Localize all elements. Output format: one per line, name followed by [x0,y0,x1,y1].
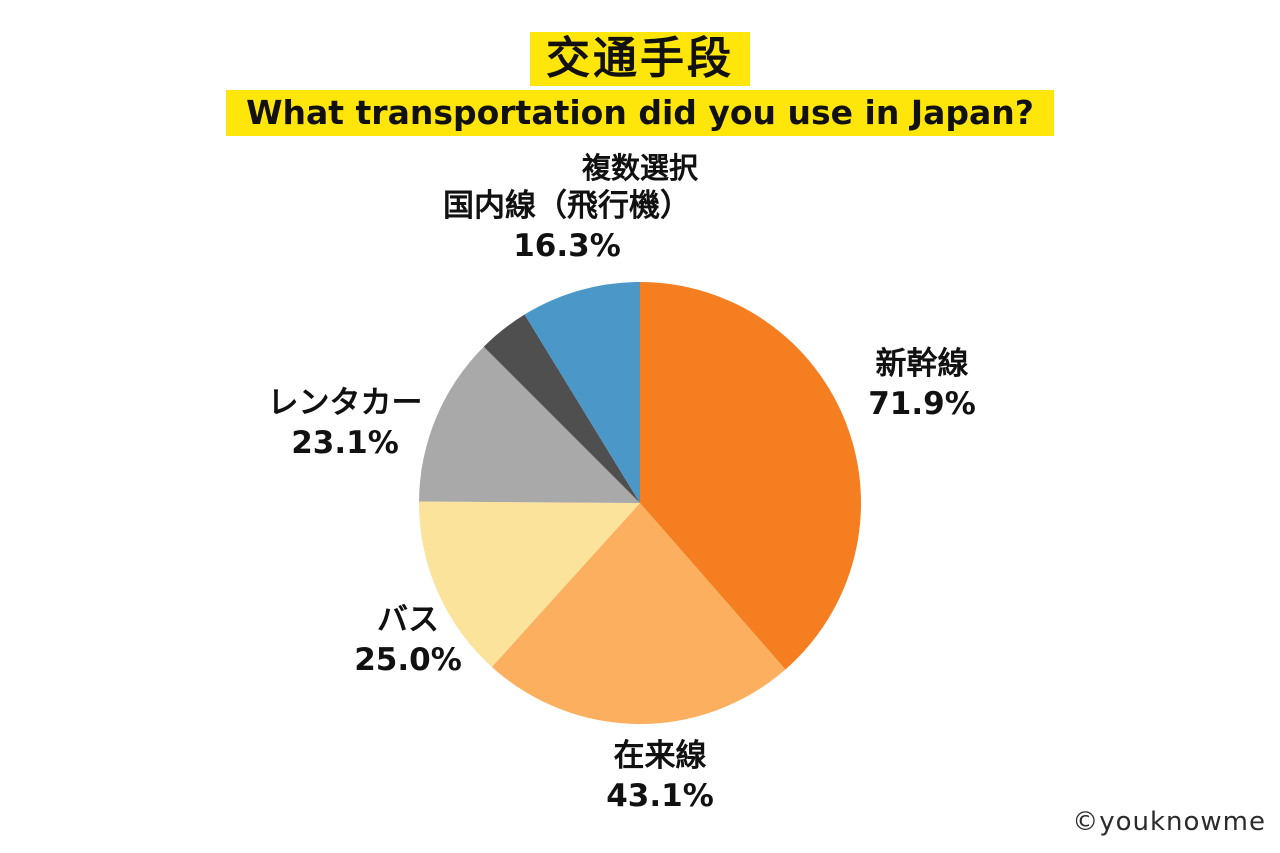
page-title: 交通手段 [530,32,750,87]
label-local-line-value: 43.1% [606,778,714,814]
pie-chart [419,282,861,724]
header: 交通手段 What transportation did you use in … [0,32,1280,187]
label-local-line-name: 在来線 [613,738,707,774]
label-rent-a-car-name: レンタカー [267,385,423,421]
label-local-line: 在来線 43.1% [555,736,765,816]
pie-slice-domestic-flight [524,282,640,503]
label-bus: バス 25.0% [308,600,508,680]
label-shinkansen-name: 新幹線 [875,346,969,382]
pie-slice-shinkansen [640,282,861,670]
label-domestic-flight: 国内線（飛行機） 16.3% [397,186,737,266]
pie-slice-unlabeled-other [483,314,640,503]
pie-slice-local-line [491,503,786,724]
multi-select-note: 複数選択 [581,151,698,186]
page-subtitle: What transportation did you use in Japan… [226,90,1054,137]
label-rent-a-car-value: 23.1% [291,425,399,461]
label-shinkansen: 新幹線 71.9% [822,344,1022,424]
label-domestic-flight-value: 16.3% [513,228,621,264]
label-domestic-flight-name: 国内線（飛行機） [443,188,691,224]
credit-watermark: ©youknowme [1072,807,1266,837]
pie-slice-rent-a-car [419,346,640,503]
label-bus-value: 25.0% [354,642,462,678]
label-rent-a-car: レンタカー 23.1% [235,383,455,463]
pie-slice-bus [419,501,640,667]
label-shinkansen-value: 71.9% [868,386,976,422]
label-bus-name: バス [377,602,439,638]
